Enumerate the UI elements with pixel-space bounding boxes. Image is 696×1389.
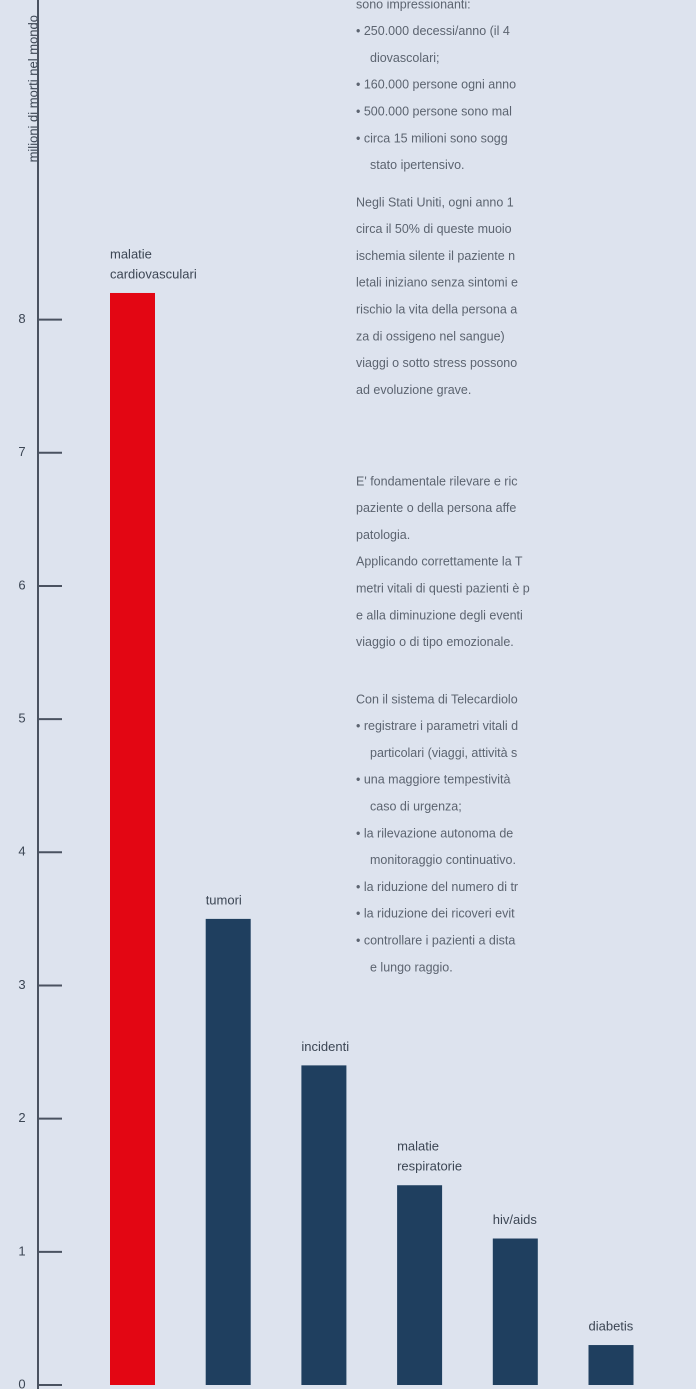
annotation-line: • 500.000 persone sono mal — [356, 104, 512, 118]
y-tick-label: 5 — [18, 711, 25, 726]
annotation-line: Applicando correttamente la T — [356, 555, 523, 569]
annotation-line: letali iniziano senza sintomi e — [356, 276, 518, 290]
annotation-line: • una maggiore tempestività — [356, 773, 511, 787]
annotation-line: • registrare i parametri vitali d — [356, 719, 518, 733]
bar-label: cardiovasculari — [110, 266, 197, 281]
y-tick-label: 1 — [18, 1243, 25, 1258]
annotation-line: • la rilevazione autonoma de — [356, 826, 513, 840]
y-tick-label: 8 — [18, 311, 25, 326]
bar — [110, 292, 155, 1386]
annotation-line: metri vitali di questi pazienti è p — [356, 581, 530, 595]
y-tick-label: 4 — [18, 844, 25, 859]
annotation-line: e lungo raggio. — [370, 960, 453, 974]
annotation-line: • la riduzione del numero di tr — [356, 880, 518, 894]
annotation-line: • 250.000 decessi/anno (il 4 — [356, 24, 510, 38]
annotation-line: • 160.000 persone ogni anno — [356, 78, 516, 92]
annotation-line: monitoraggio continuativo. — [370, 853, 516, 867]
bar — [301, 1065, 347, 1385]
annotation-line: diovascolari; — [370, 51, 439, 65]
annotation-line: • la riduzione dei ricoveri evit — [356, 907, 515, 921]
bar-label: diabetis — [589, 1318, 634, 1333]
annotation-line: caso di urgenza; — [370, 799, 462, 813]
annotation-line: e alla diminuzione degli eventi — [356, 608, 523, 622]
annotation-line: • controllare i pazienti a dista — [356, 933, 515, 947]
annotation-line: particolari (viaggi, attività s — [370, 746, 517, 760]
y-tick-label: 6 — [18, 577, 25, 592]
y-tick-label: 2 — [18, 1110, 25, 1125]
y-tick-label: 0 — [18, 1376, 25, 1389]
bar-label: respiratorie — [397, 1159, 462, 1174]
bar — [397, 1185, 443, 1385]
y-tick-label: 7 — [18, 444, 25, 459]
annotation-line: viaggio o di tipo emozionale. — [356, 635, 514, 649]
bar — [588, 1345, 634, 1385]
annotation-line: E' fondamentale rilevare e ric — [356, 474, 518, 488]
bar — [205, 918, 251, 1385]
annotation-line: za di ossigeno nel sangue) — [356, 329, 505, 343]
bar-label: malatie — [110, 246, 152, 261]
y-tick-label: 3 — [18, 977, 25, 992]
bar-label: incidenti — [301, 1039, 349, 1054]
annotation-line: circa il 50% di queste muoio — [356, 222, 512, 236]
bar-label: hiv/aids — [493, 1212, 538, 1227]
bar — [492, 1238, 538, 1385]
annotation-line: stato ipertensivo. — [370, 158, 465, 172]
annotation-line: ischemia silente il paziente n — [356, 249, 515, 263]
annotation-line: Negli Stati Uniti, ogni anno 1 — [356, 195, 514, 209]
annotation-line: ad evoluzione grave. — [356, 383, 471, 397]
bar-label: tumori — [206, 892, 242, 907]
annotation-line: paziente o della persona affe — [356, 501, 516, 515]
annotation-line: patologia. — [356, 528, 410, 542]
annotation-line: Con il sistema di Telecardiolo — [356, 692, 518, 706]
annotation-line: viaggi o sotto stress possono — [356, 356, 517, 370]
annotation-line: sono impressionanti: — [356, 0, 471, 11]
annotation-line: • circa 15 milioni sono sogg — [356, 131, 508, 145]
annotation-line: rischio la vita della persona a — [356, 302, 517, 316]
bar-label: malatie — [397, 1139, 439, 1154]
y-axis-label: milioni di morti nel mondo — [25, 15, 40, 162]
